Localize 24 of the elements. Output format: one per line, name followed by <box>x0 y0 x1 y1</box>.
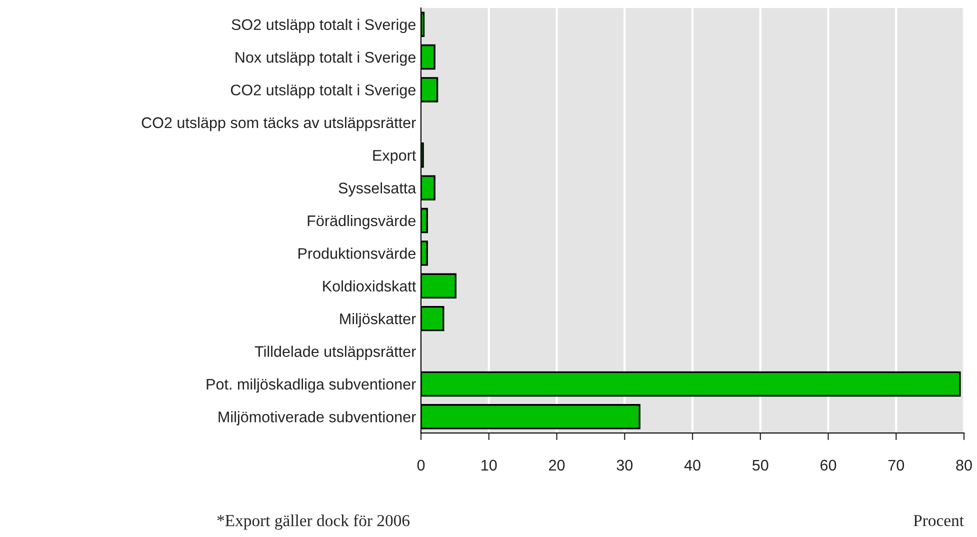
y-tick-label: Sysselsatta <box>338 182 416 197</box>
x-tick-label: 80 <box>956 460 972 471</box>
x-tick-label: 30 <box>616 460 633 471</box>
text: *Export gäller dock för 2006 <box>217 514 410 530</box>
y-tick-label: SO2 utsläpp totalt i Sverige <box>232 18 416 34</box>
y-tick-label: CO2 utsläpp totalt i Sverige <box>230 84 416 98</box>
y-tick-label: Miljöskatter <box>340 313 416 328</box>
y-tick-label: Förädlingsvärde <box>308 214 416 230</box>
y-tick-label: CO2 utsläpp som täcks av utsläppsrätter <box>142 116 416 132</box>
y-tick-label: Miljömotiverade subventioner <box>218 411 416 426</box>
y-tick-label: Tilldelade utsläppsrätter <box>254 346 416 360</box>
x-tick-label: 20 <box>549 460 565 471</box>
y-tick-label: Export <box>373 150 416 164</box>
x-tick-label: 0 <box>417 460 425 471</box>
x-tick-label: 50 <box>752 460 768 471</box>
x-tick-label: 10 <box>482 460 497 471</box>
x-axis-title: Procent <box>914 515 964 526</box>
y-tick-label: Koldioxidskatt <box>323 280 416 292</box>
x-tick-label: 70 <box>888 460 904 471</box>
y-tick-label: Nox utsläpp totalt i Sverige <box>236 52 416 66</box>
y-tick-label: Produktionsvärde <box>298 248 416 259</box>
x-tick-label: 60 <box>820 460 836 471</box>
x-tick-label: 40 <box>684 460 700 471</box>
y-tick-label: Pot. miljöskadliga subventioner <box>206 378 416 393</box>
